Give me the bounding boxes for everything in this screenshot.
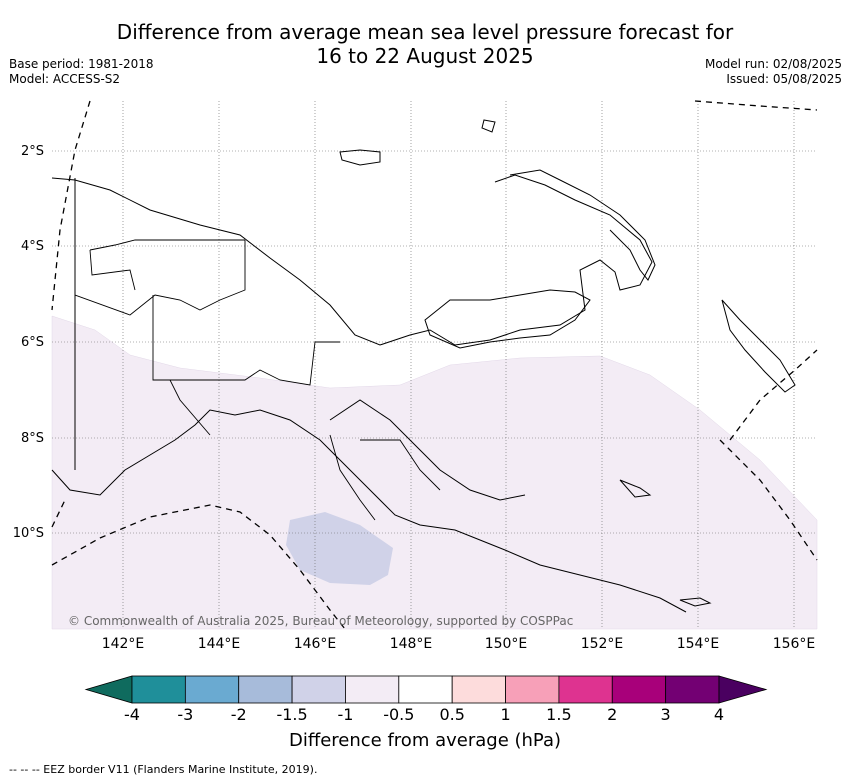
colorbar-tick-label: -1.5 xyxy=(276,705,308,724)
colorbar-box xyxy=(398,675,453,704)
colorbar-arrow-high xyxy=(718,675,768,704)
new-guinea-south-coast xyxy=(51,409,687,613)
lat-label-4s: 4°S xyxy=(21,239,44,254)
model-name: Model: ACCESS-S2 xyxy=(9,72,121,86)
meta-right: Model run: 02/08/2025 Issued: 05/08/2025 xyxy=(705,57,842,87)
copyright-text: © Commonwealth of Australia 2025, Bureau… xyxy=(68,614,574,628)
new-guinea-north-coast xyxy=(51,174,653,346)
colorbar-ticks: -4 -3 -2 -1.5 -1 -0.5 0.5 1 1.5 2 3 4 xyxy=(0,705,850,727)
colorbar-tick-label: 2 xyxy=(607,705,618,724)
chart-title: Difference from average mean sea level p… xyxy=(0,20,850,68)
title-line-2: 16 to 22 August 2025 xyxy=(316,44,534,68)
colorbar-box xyxy=(611,675,667,704)
colorbar-tick-label: 1.5 xyxy=(546,705,572,724)
bougainville xyxy=(721,299,796,393)
lon-label-150e: 150°E xyxy=(485,636,528,652)
shading-moderate-negative xyxy=(286,512,393,585)
colorbar-box xyxy=(665,675,720,704)
papuan-peninsula xyxy=(329,399,526,501)
new-ireland xyxy=(509,169,656,281)
colorbar-tick-label: 4 xyxy=(713,705,725,724)
colorbar-tick-label: -3 xyxy=(177,705,194,724)
manus xyxy=(339,149,381,166)
colorbar-tick-label: -0.5 xyxy=(383,705,415,724)
eez-note: -- -- -- EEZ border V11 (Flanders Marine… xyxy=(9,763,318,776)
colorbar-tick-label: 0.5 xyxy=(439,705,465,724)
colorbar-box xyxy=(505,675,560,704)
gridlines xyxy=(52,101,817,629)
north-islands xyxy=(481,119,712,607)
title-line-1: Difference from average mean sea level p… xyxy=(116,20,734,44)
colorbar-box xyxy=(345,675,400,704)
model-run: Model run: 02/08/2025 xyxy=(704,57,842,71)
colorbar-box xyxy=(184,675,240,704)
colorbar-label: Difference from average (hPa) xyxy=(288,730,562,751)
lon-label-152e: 152°E xyxy=(581,636,624,652)
colorbar-box xyxy=(291,675,346,704)
issued-date: Issued: 05/08/2025 xyxy=(726,72,842,86)
eez-borders xyxy=(51,100,818,630)
colorbar-box xyxy=(131,675,186,704)
lon-label-148e: 148°E xyxy=(390,636,433,652)
colorbar-box xyxy=(451,675,506,704)
provincial-borders xyxy=(74,178,441,521)
lat-label-8s: 8°S xyxy=(21,431,44,446)
colorbar xyxy=(84,675,768,704)
colorbar-tick-label: -4 xyxy=(124,705,140,724)
colorbar-box xyxy=(238,675,293,704)
lon-label-156e: 156°E xyxy=(773,636,816,652)
colorbar-tick-label: -1 xyxy=(337,705,354,724)
colorbar-tick-label: 3 xyxy=(660,705,671,724)
lat-label-2s: 2°S xyxy=(21,144,44,159)
colorbar-tick-label: 1 xyxy=(500,705,511,724)
colorbar-box xyxy=(558,675,613,704)
meta-left: Base period: 1981-2018 Model: ACCESS-S2 xyxy=(9,57,154,87)
base-period: Base period: 1981-2018 xyxy=(9,57,154,71)
shading-weak-negative xyxy=(51,315,818,630)
new-britain xyxy=(424,289,591,349)
lon-label-142e: 142°E xyxy=(102,636,145,652)
coastlines xyxy=(51,119,796,613)
colorbar-tick-label: -2 xyxy=(230,705,247,724)
lat-label-6s: 6°S xyxy=(21,335,44,350)
lon-label-154e: 154°E xyxy=(677,636,720,652)
lat-label-10s: 10°S xyxy=(13,526,44,541)
colorbar-arrow-low xyxy=(84,675,133,704)
lon-label-144e: 144°E xyxy=(198,636,241,652)
lon-label-146e: 146°E xyxy=(294,636,337,652)
